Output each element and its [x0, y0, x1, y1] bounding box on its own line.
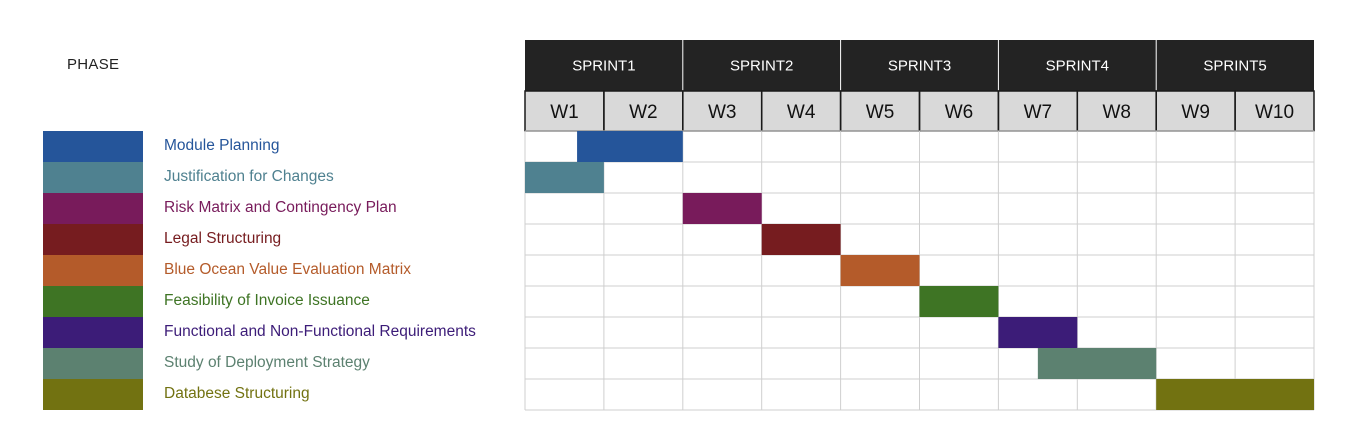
task-bar: [919, 286, 999, 317]
legend-item: Study of Deployment Strategy: [43, 348, 523, 379]
legend-swatch: [43, 286, 143, 317]
legend-label: Legal Structuring: [164, 230, 282, 247]
task-bar: [761, 224, 841, 255]
legend-item: Risk Matrix and Contingency Plan: [43, 193, 523, 224]
week-label: W1: [550, 102, 579, 123]
legend-item: Justification for Changes: [43, 162, 523, 193]
legend-label: Databese Structuring: [164, 385, 310, 402]
task-bar: [1156, 379, 1314, 410]
sprint-label: SPRINT3: [888, 58, 951, 75]
legend-label: Feasibility of Invoice Issuance: [164, 292, 370, 309]
legend-item: Databese Structuring: [43, 379, 523, 410]
task-bar: [682, 193, 762, 224]
legend-swatch: [43, 255, 143, 286]
legend-swatch: [43, 193, 143, 224]
legend-swatch: [43, 162, 143, 193]
legend-item: Module Planning: [43, 131, 523, 162]
legend-label: Blue Ocean Value Evaluation Matrix: [164, 261, 411, 278]
legend-item: Feasibility of Invoice Issuance: [43, 286, 523, 317]
week-label: W4: [787, 102, 816, 123]
sprint-header-bar: [525, 40, 1314, 91]
sprint-label: SPRINT5: [1203, 58, 1266, 75]
legend-label: Justification for Changes: [164, 168, 334, 185]
legend-swatch: [43, 131, 143, 162]
legend-label: Risk Matrix and Contingency Plan: [164, 199, 397, 216]
legend-item: Legal Structuring: [43, 224, 523, 255]
week-label: W6: [945, 102, 974, 123]
legend-item: Functional and Non-Functional Requiremen…: [43, 317, 523, 348]
legend-swatch: [43, 348, 143, 379]
task-bar: [998, 317, 1078, 348]
task-bar: [577, 131, 683, 162]
week-label: W10: [1255, 102, 1294, 123]
week-label: W8: [1103, 102, 1132, 123]
sprint-label: SPRINT4: [1046, 58, 1109, 75]
legend-label: Functional and Non-Functional Requiremen…: [164, 323, 476, 340]
sprint-label: SPRINT1: [572, 58, 635, 75]
legend-swatch: [43, 224, 143, 255]
legend-swatch: [43, 379, 143, 410]
week-label: W3: [708, 102, 737, 123]
legend-swatch: [43, 317, 143, 348]
week-label: W5: [866, 102, 895, 123]
task-bar: [840, 255, 920, 286]
week-label: W7: [1024, 102, 1053, 123]
task-bar: [1037, 348, 1157, 379]
legend-label: Module Planning: [164, 137, 280, 154]
legend-item: Blue Ocean Value Evaluation Matrix: [43, 255, 523, 286]
legend-label: Study of Deployment Strategy: [164, 354, 370, 371]
task-bar: [525, 162, 604, 193]
sprint-label: SPRINT2: [730, 58, 793, 75]
phase-header: PHASE: [67, 56, 120, 73]
week-label: W2: [629, 102, 658, 123]
week-label: W9: [1181, 102, 1210, 123]
